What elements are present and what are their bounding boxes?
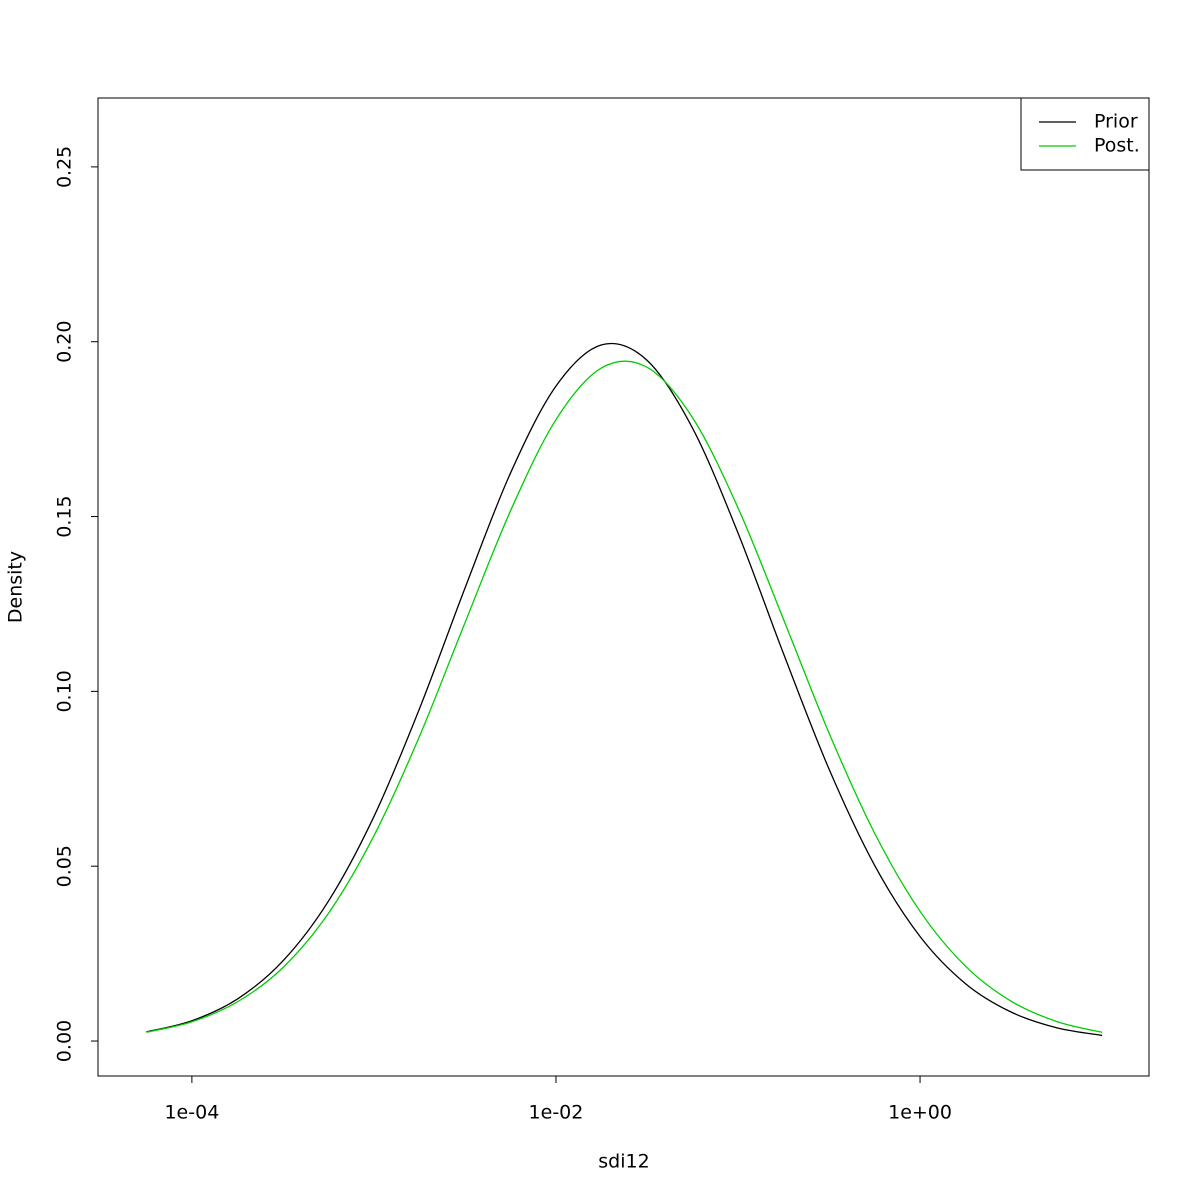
legend-label: Prior [1094, 111, 1138, 133]
x-tick-label: 1e-04 [164, 1102, 219, 1124]
y-tick-label: 0.25 [54, 146, 76, 188]
x-axis-label: sdi12 [598, 1151, 649, 1173]
y-tick-label: 0.00 [54, 1020, 76, 1062]
plot-box [97, 97, 1150, 1077]
legend-label: Post. [1094, 135, 1140, 157]
y-tick-label: 0.05 [54, 845, 76, 887]
y-tick-label: 0.20 [54, 321, 76, 363]
x-tick-label: 1e-02 [529, 1102, 584, 1124]
line [146, 360, 1103, 1033]
legend-box [1020, 97, 1150, 171]
x-tick-label: 1e+00 [888, 1102, 952, 1124]
line [146, 342, 1103, 1037]
y-tick-label: 0.10 [54, 670, 76, 712]
y-axis-label: Density [5, 551, 27, 623]
y-tick-label: 0.15 [54, 495, 76, 537]
